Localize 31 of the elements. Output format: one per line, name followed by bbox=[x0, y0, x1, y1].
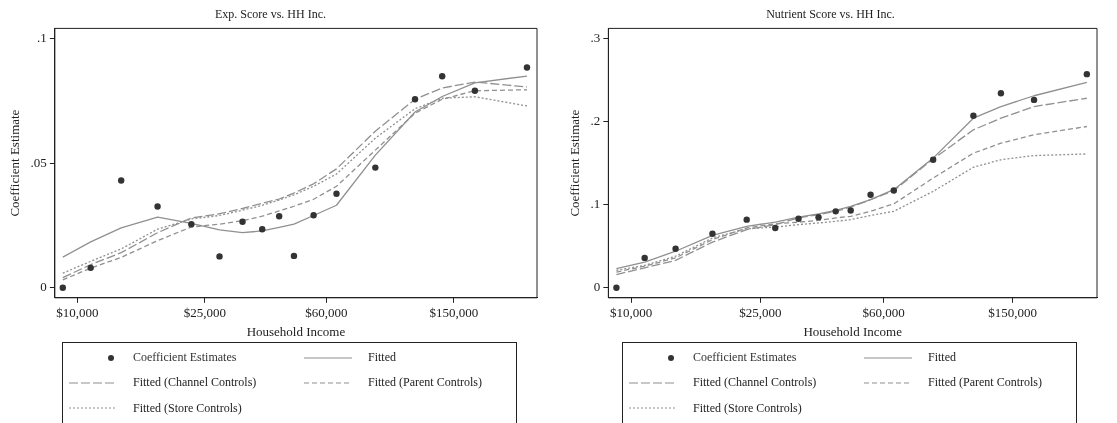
legend-label: Fitted (Store Controls) bbox=[133, 400, 242, 416]
y-tick-label: 0 bbox=[593, 279, 601, 295]
x-tick-label: $10,000 bbox=[610, 305, 653, 321]
y-tick-label: .2 bbox=[590, 112, 601, 128]
x-tick-label: $60,000 bbox=[305, 305, 348, 321]
y-tick-label: .1 bbox=[37, 29, 47, 45]
y-tick-label: .1 bbox=[590, 196, 601, 212]
x-axis-title: Household Income bbox=[246, 323, 346, 339]
y-axis-title: Coefficient Estimate bbox=[7, 109, 23, 217]
y-tick-label: 0 bbox=[40, 279, 47, 295]
legend-label: Fitted bbox=[368, 350, 397, 365]
x-tick-label: $25,000 bbox=[739, 305, 782, 321]
legend-label: Fitted (Channel Controls) bbox=[133, 375, 257, 391]
legend-label: Fitted (Parent Controls) bbox=[928, 375, 1042, 391]
legend-label: Fitted (Store Controls) bbox=[693, 400, 802, 416]
legend-label: Fitted (Parent Controls) bbox=[368, 375, 482, 391]
y-tick-label: .05 bbox=[30, 154, 47, 170]
x-tick-label: $150,000 bbox=[429, 305, 479, 321]
x-tick-label: $25,000 bbox=[183, 305, 226, 321]
x-tick-label: $60,000 bbox=[862, 305, 905, 321]
chart-title: Exp. Score vs. HH Inc. bbox=[215, 7, 326, 22]
legend-label: Fitted bbox=[928, 350, 957, 365]
y-tick-label: .3 bbox=[590, 29, 601, 45]
x-tick-label: $10,000 bbox=[56, 305, 99, 321]
y-axis-title: Coefficient Estimate bbox=[567, 109, 583, 217]
x-tick-label: $150,000 bbox=[988, 305, 1038, 321]
x-axis-title: Household Income bbox=[803, 323, 903, 339]
chart-title: Nutrient Score vs. HH Inc. bbox=[766, 7, 895, 22]
legend-label: Fitted (Channel Controls) bbox=[693, 375, 817, 391]
legend-label: Coefficient Estimates bbox=[693, 350, 797, 365]
legend-label: Coefficient Estimates bbox=[133, 350, 237, 365]
